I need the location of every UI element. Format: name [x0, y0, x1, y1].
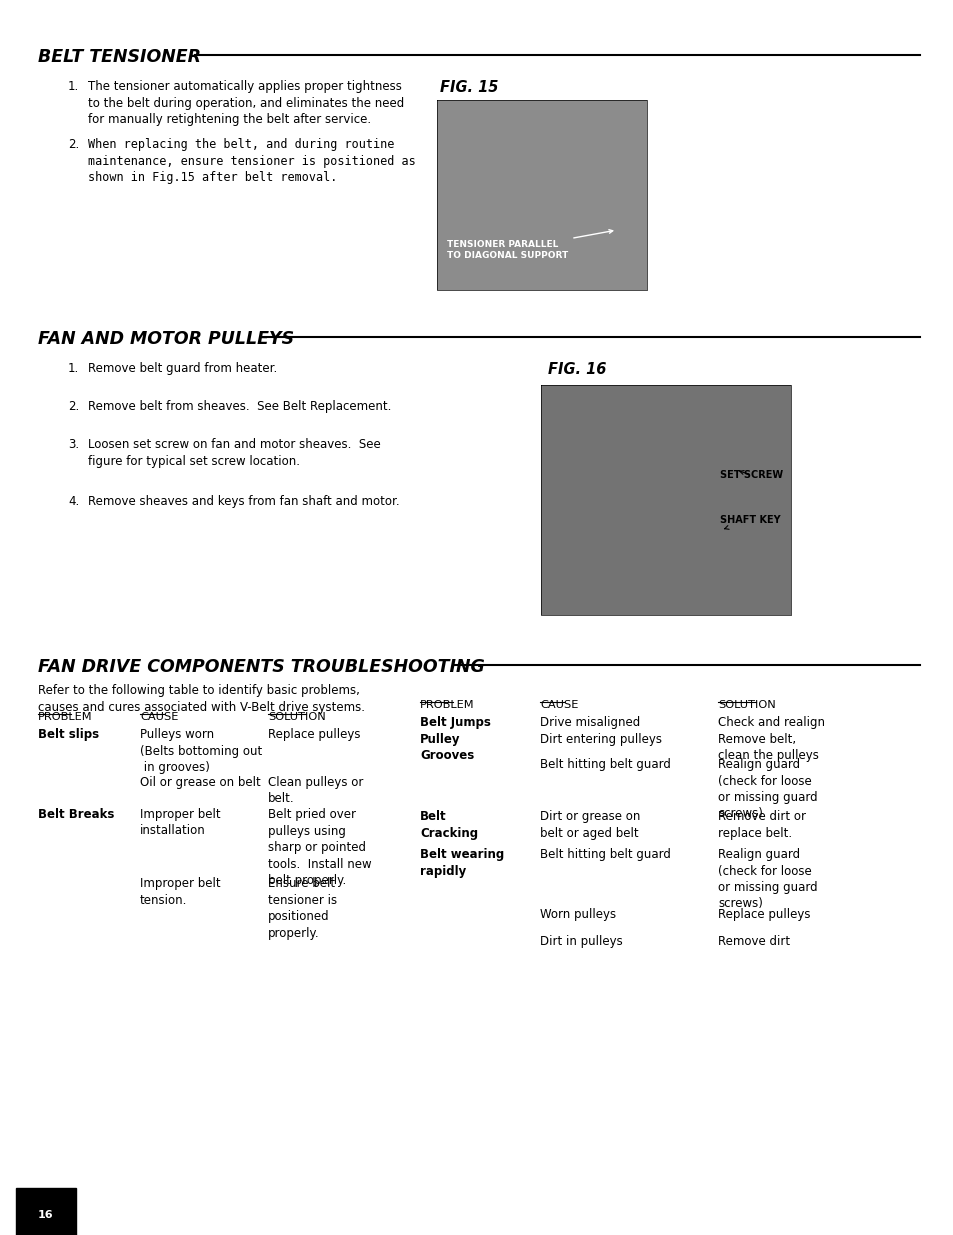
Text: Worn pulleys: Worn pulleys — [539, 908, 616, 921]
Text: TENSIONER PARALLEL
TO DIAGONAL SUPPORT: TENSIONER PARALLEL TO DIAGONAL SUPPORT — [447, 230, 612, 261]
Text: Belt wearing
rapidly: Belt wearing rapidly — [419, 848, 504, 878]
Text: Improper belt
tension.: Improper belt tension. — [140, 877, 220, 906]
Text: SOLUTION: SOLUTION — [718, 700, 775, 710]
Text: Belt hitting belt guard: Belt hitting belt guard — [539, 848, 670, 861]
Text: FAN DRIVE COMPONENTS TROUBLESHOOTING: FAN DRIVE COMPONENTS TROUBLESHOOTING — [38, 658, 484, 676]
Text: Check and realign
Remove belt,
clean the pulleys: Check and realign Remove belt, clean the… — [718, 716, 824, 762]
Text: Oil or grease on belt: Oil or grease on belt — [140, 776, 260, 789]
Text: Belt Breaks: Belt Breaks — [38, 808, 114, 821]
Text: When replacing the belt, and during routine
maintenance, ensure tensioner is pos: When replacing the belt, and during rout… — [88, 138, 416, 184]
Text: Replace pulleys: Replace pulleys — [268, 727, 360, 741]
Text: Remove belt guard from heater.: Remove belt guard from heater. — [88, 362, 277, 375]
Text: Remove dirt: Remove dirt — [718, 935, 789, 948]
Text: Belt
Cracking: Belt Cracking — [419, 810, 477, 840]
Text: FAN AND MOTOR PULLEYS: FAN AND MOTOR PULLEYS — [38, 330, 294, 348]
Text: 2.: 2. — [68, 400, 79, 412]
Text: PROBLEM: PROBLEM — [38, 713, 92, 722]
Text: Dirt or grease on
belt or aged belt: Dirt or grease on belt or aged belt — [539, 810, 639, 840]
Text: BELT TENSIONER: BELT TENSIONER — [38, 48, 201, 65]
Text: Replace pulleys: Replace pulleys — [718, 908, 810, 921]
Text: Loosen set screw on fan and motor sheaves.  See
figure for typical set screw loc: Loosen set screw on fan and motor sheave… — [88, 438, 380, 468]
Text: Belt slips: Belt slips — [38, 727, 99, 741]
Text: 2.: 2. — [68, 138, 79, 151]
Text: Belt hitting belt guard: Belt hitting belt guard — [539, 758, 670, 771]
Text: SOLUTION: SOLUTION — [268, 713, 325, 722]
Text: Clean pulleys or
belt.: Clean pulleys or belt. — [268, 776, 363, 805]
Text: CAUSE: CAUSE — [539, 700, 578, 710]
Text: Improper belt
installation: Improper belt installation — [140, 808, 220, 837]
Text: 1.: 1. — [68, 80, 79, 93]
Text: Remove dirt or
replace belt.: Remove dirt or replace belt. — [718, 810, 805, 840]
Text: CAUSE: CAUSE — [140, 713, 178, 722]
Text: PROBLEM: PROBLEM — [419, 700, 475, 710]
Text: 3.: 3. — [68, 438, 79, 451]
Text: FIG. 16: FIG. 16 — [547, 362, 606, 377]
Text: Realign guard
(check for loose
or missing guard
screws): Realign guard (check for loose or missin… — [718, 758, 817, 820]
Text: FIG. 15: FIG. 15 — [439, 80, 497, 95]
Text: Belt Jumps
Pulley
Grooves: Belt Jumps Pulley Grooves — [419, 716, 491, 762]
Text: SHAFT KEY: SHAFT KEY — [720, 515, 780, 530]
Text: Refer to the following table to identify basic problems,
causes and cures associ: Refer to the following table to identify… — [38, 684, 365, 714]
Text: Drive misaligned
Dirt entering pulleys: Drive misaligned Dirt entering pulleys — [539, 716, 661, 746]
Text: SET SCREW: SET SCREW — [720, 471, 782, 480]
Text: Remove sheaves and keys from fan shaft and motor.: Remove sheaves and keys from fan shaft a… — [88, 495, 399, 508]
Text: Belt pried over
pulleys using
sharp or pointed
tools.  Install new
belt properly: Belt pried over pulleys using sharp or p… — [268, 808, 372, 887]
Text: Dirt in pulleys: Dirt in pulleys — [539, 935, 622, 948]
Text: Remove belt from sheaves.  See Belt Replacement.: Remove belt from sheaves. See Belt Repla… — [88, 400, 391, 412]
Text: 16: 16 — [38, 1210, 53, 1220]
Text: 4.: 4. — [68, 495, 79, 508]
Text: The tensioner automatically applies proper tightness
to the belt during operatio: The tensioner automatically applies prop… — [88, 80, 404, 126]
Text: 1.: 1. — [68, 362, 79, 375]
Text: Realign guard
(check for loose
or missing guard
screws): Realign guard (check for loose or missin… — [718, 848, 817, 910]
Text: Ensure belt
tensioner is
positioned
properly.: Ensure belt tensioner is positioned prop… — [268, 877, 336, 940]
Text: Pulleys worn
(Belts bottoming out
 in grooves): Pulleys worn (Belts bottoming out in gro… — [140, 727, 262, 774]
